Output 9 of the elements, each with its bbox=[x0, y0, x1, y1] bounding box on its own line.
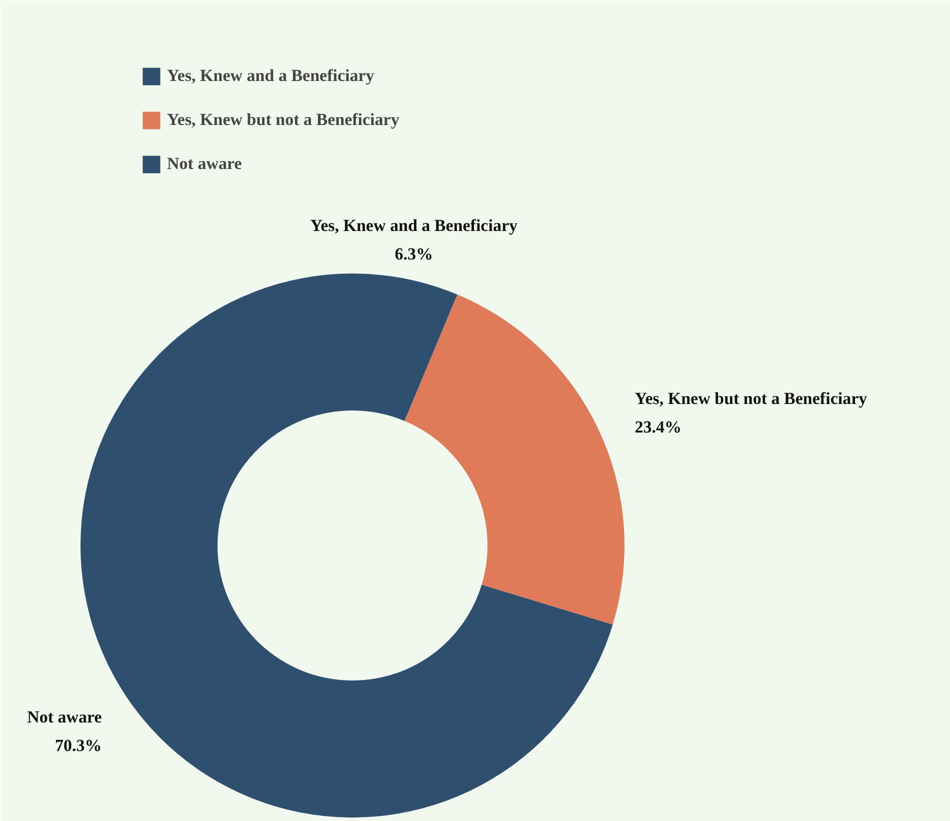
slice-label: Not aware bbox=[27, 708, 102, 727]
legend-label: Not aware bbox=[167, 154, 242, 174]
data-label: 23.4% bbox=[634, 417, 682, 436]
slice-label: Yes, Knew and a Beneficiary bbox=[310, 216, 518, 235]
legend-label: Yes, Knew but not a Beneficiary bbox=[167, 110, 400, 130]
data-label: 70.3% bbox=[55, 736, 102, 756]
slice-label: Yes, Knew but not a Beneficiary bbox=[634, 388, 868, 408]
data-label: 6.3% bbox=[394, 244, 433, 264]
legend-label: Yes, Knew and a Beneficiary bbox=[167, 66, 374, 86]
